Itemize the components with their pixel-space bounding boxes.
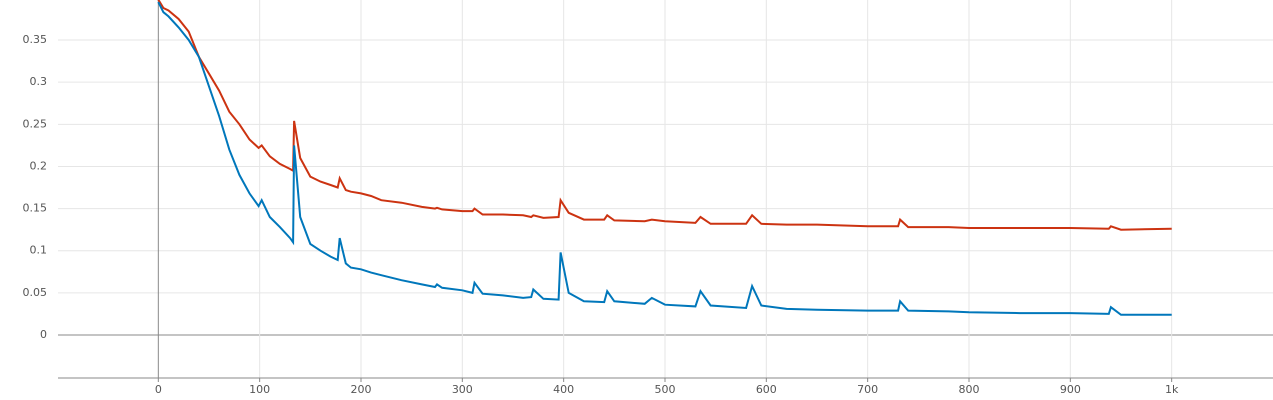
y-tick-label: 0.2	[30, 159, 48, 172]
series-line	[157, 0, 1172, 231]
y-tick-label: 0.25	[23, 117, 48, 130]
y-tick-label: 0	[40, 328, 47, 341]
x-tick-label: 700	[857, 383, 878, 396]
x-tick-label: 1k	[1165, 383, 1179, 396]
x-tick-label: 200	[350, 383, 371, 396]
x-tick-label: 400	[553, 383, 574, 396]
x-tick-label: 800	[958, 383, 979, 396]
y-tick-label: 0.35	[23, 33, 48, 46]
x-tick-label: 500	[654, 383, 675, 396]
y-tick-label: 0.15	[23, 202, 48, 215]
y-tick-label: 0.05	[23, 286, 48, 299]
y-tick-label: 0.1	[30, 244, 48, 257]
x-tick-label: 0	[155, 383, 162, 396]
x-tick-label: 100	[249, 383, 270, 396]
x-tick-label: 300	[452, 383, 473, 396]
y-tick-label: 0.3	[30, 75, 48, 88]
series-line	[157, 1, 1172, 316]
x-tick-label: 600	[756, 383, 777, 396]
x-tick-label: 900	[1060, 383, 1081, 396]
